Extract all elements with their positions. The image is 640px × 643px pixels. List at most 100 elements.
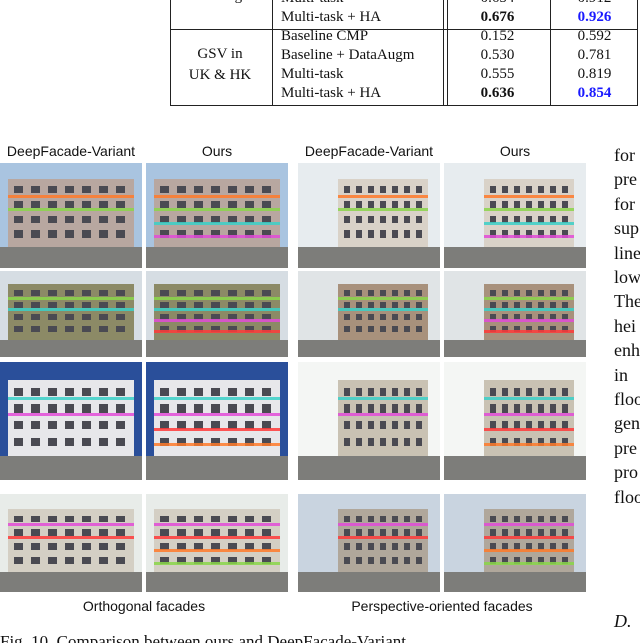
window bbox=[550, 230, 556, 238]
facade-line bbox=[484, 307, 574, 311]
window bbox=[14, 404, 23, 413]
window bbox=[404, 543, 410, 550]
window bbox=[416, 326, 422, 333]
window bbox=[550, 529, 556, 537]
window bbox=[514, 186, 520, 194]
value-cell: 0.530 bbox=[480, 47, 515, 63]
window bbox=[116, 421, 125, 430]
window bbox=[99, 437, 108, 446]
window bbox=[211, 404, 220, 413]
window bbox=[562, 437, 568, 446]
method-cell: Multi-task bbox=[281, 66, 344, 82]
method-cell: Multi-task bbox=[281, 0, 344, 7]
facade-line bbox=[154, 307, 280, 311]
window bbox=[404, 556, 410, 564]
window bbox=[380, 421, 386, 430]
window bbox=[194, 186, 203, 194]
window bbox=[177, 230, 186, 238]
window bbox=[344, 215, 350, 223]
facade-photo bbox=[0, 271, 142, 357]
window bbox=[160, 326, 169, 333]
facade-line bbox=[484, 221, 574, 225]
facade-line bbox=[338, 397, 428, 401]
window bbox=[14, 200, 23, 209]
window bbox=[392, 404, 398, 413]
window bbox=[404, 421, 410, 430]
window bbox=[490, 543, 496, 550]
window bbox=[65, 515, 74, 523]
window bbox=[48, 301, 57, 308]
ground bbox=[0, 456, 142, 480]
window bbox=[116, 215, 125, 223]
window bbox=[344, 529, 350, 537]
facade-line bbox=[484, 319, 574, 323]
window bbox=[99, 230, 108, 238]
window bbox=[502, 387, 508, 397]
facade-photo bbox=[146, 362, 288, 480]
window bbox=[48, 387, 57, 397]
window bbox=[392, 543, 398, 550]
window bbox=[514, 543, 520, 550]
facade-photo bbox=[298, 163, 440, 268]
window bbox=[416, 230, 422, 238]
facade-line bbox=[338, 194, 428, 198]
window bbox=[392, 230, 398, 238]
facade-photo bbox=[444, 362, 586, 480]
window bbox=[562, 326, 568, 333]
window bbox=[48, 200, 57, 209]
window bbox=[211, 215, 220, 223]
window bbox=[344, 200, 350, 209]
window bbox=[31, 387, 40, 397]
window bbox=[160, 215, 169, 223]
window bbox=[99, 387, 108, 397]
window bbox=[490, 314, 496, 321]
window bbox=[356, 230, 362, 238]
window bbox=[82, 289, 91, 296]
window bbox=[490, 404, 496, 413]
window bbox=[14, 556, 23, 564]
window bbox=[380, 186, 386, 194]
window bbox=[194, 326, 203, 333]
window bbox=[116, 543, 125, 550]
window bbox=[356, 556, 362, 564]
facade-photo bbox=[444, 163, 586, 268]
window bbox=[82, 301, 91, 308]
window bbox=[562, 529, 568, 537]
window bbox=[550, 289, 556, 296]
window bbox=[211, 556, 220, 564]
ground bbox=[444, 339, 586, 357]
subsection-heading: D. bbox=[614, 611, 632, 631]
facade-photo bbox=[146, 271, 288, 357]
window bbox=[194, 404, 203, 413]
window bbox=[490, 437, 496, 446]
window bbox=[99, 421, 108, 430]
window bbox=[82, 421, 91, 430]
ground bbox=[298, 456, 440, 480]
window bbox=[514, 215, 520, 223]
window bbox=[356, 437, 362, 446]
window bbox=[160, 404, 169, 413]
window bbox=[65, 186, 74, 194]
window bbox=[82, 186, 91, 194]
window bbox=[368, 529, 374, 537]
window bbox=[65, 529, 74, 537]
window bbox=[526, 437, 532, 446]
window bbox=[368, 421, 374, 430]
window bbox=[65, 301, 74, 308]
window bbox=[177, 543, 186, 550]
window bbox=[31, 326, 40, 333]
window bbox=[48, 314, 57, 321]
window bbox=[116, 289, 125, 296]
window bbox=[262, 301, 271, 308]
window bbox=[194, 289, 203, 296]
window bbox=[48, 404, 57, 413]
window bbox=[177, 289, 186, 296]
window bbox=[344, 404, 350, 413]
window bbox=[65, 215, 74, 223]
window bbox=[194, 529, 203, 537]
window bbox=[538, 543, 544, 550]
facade-line bbox=[8, 307, 134, 311]
window bbox=[550, 301, 556, 308]
window bbox=[82, 556, 91, 564]
